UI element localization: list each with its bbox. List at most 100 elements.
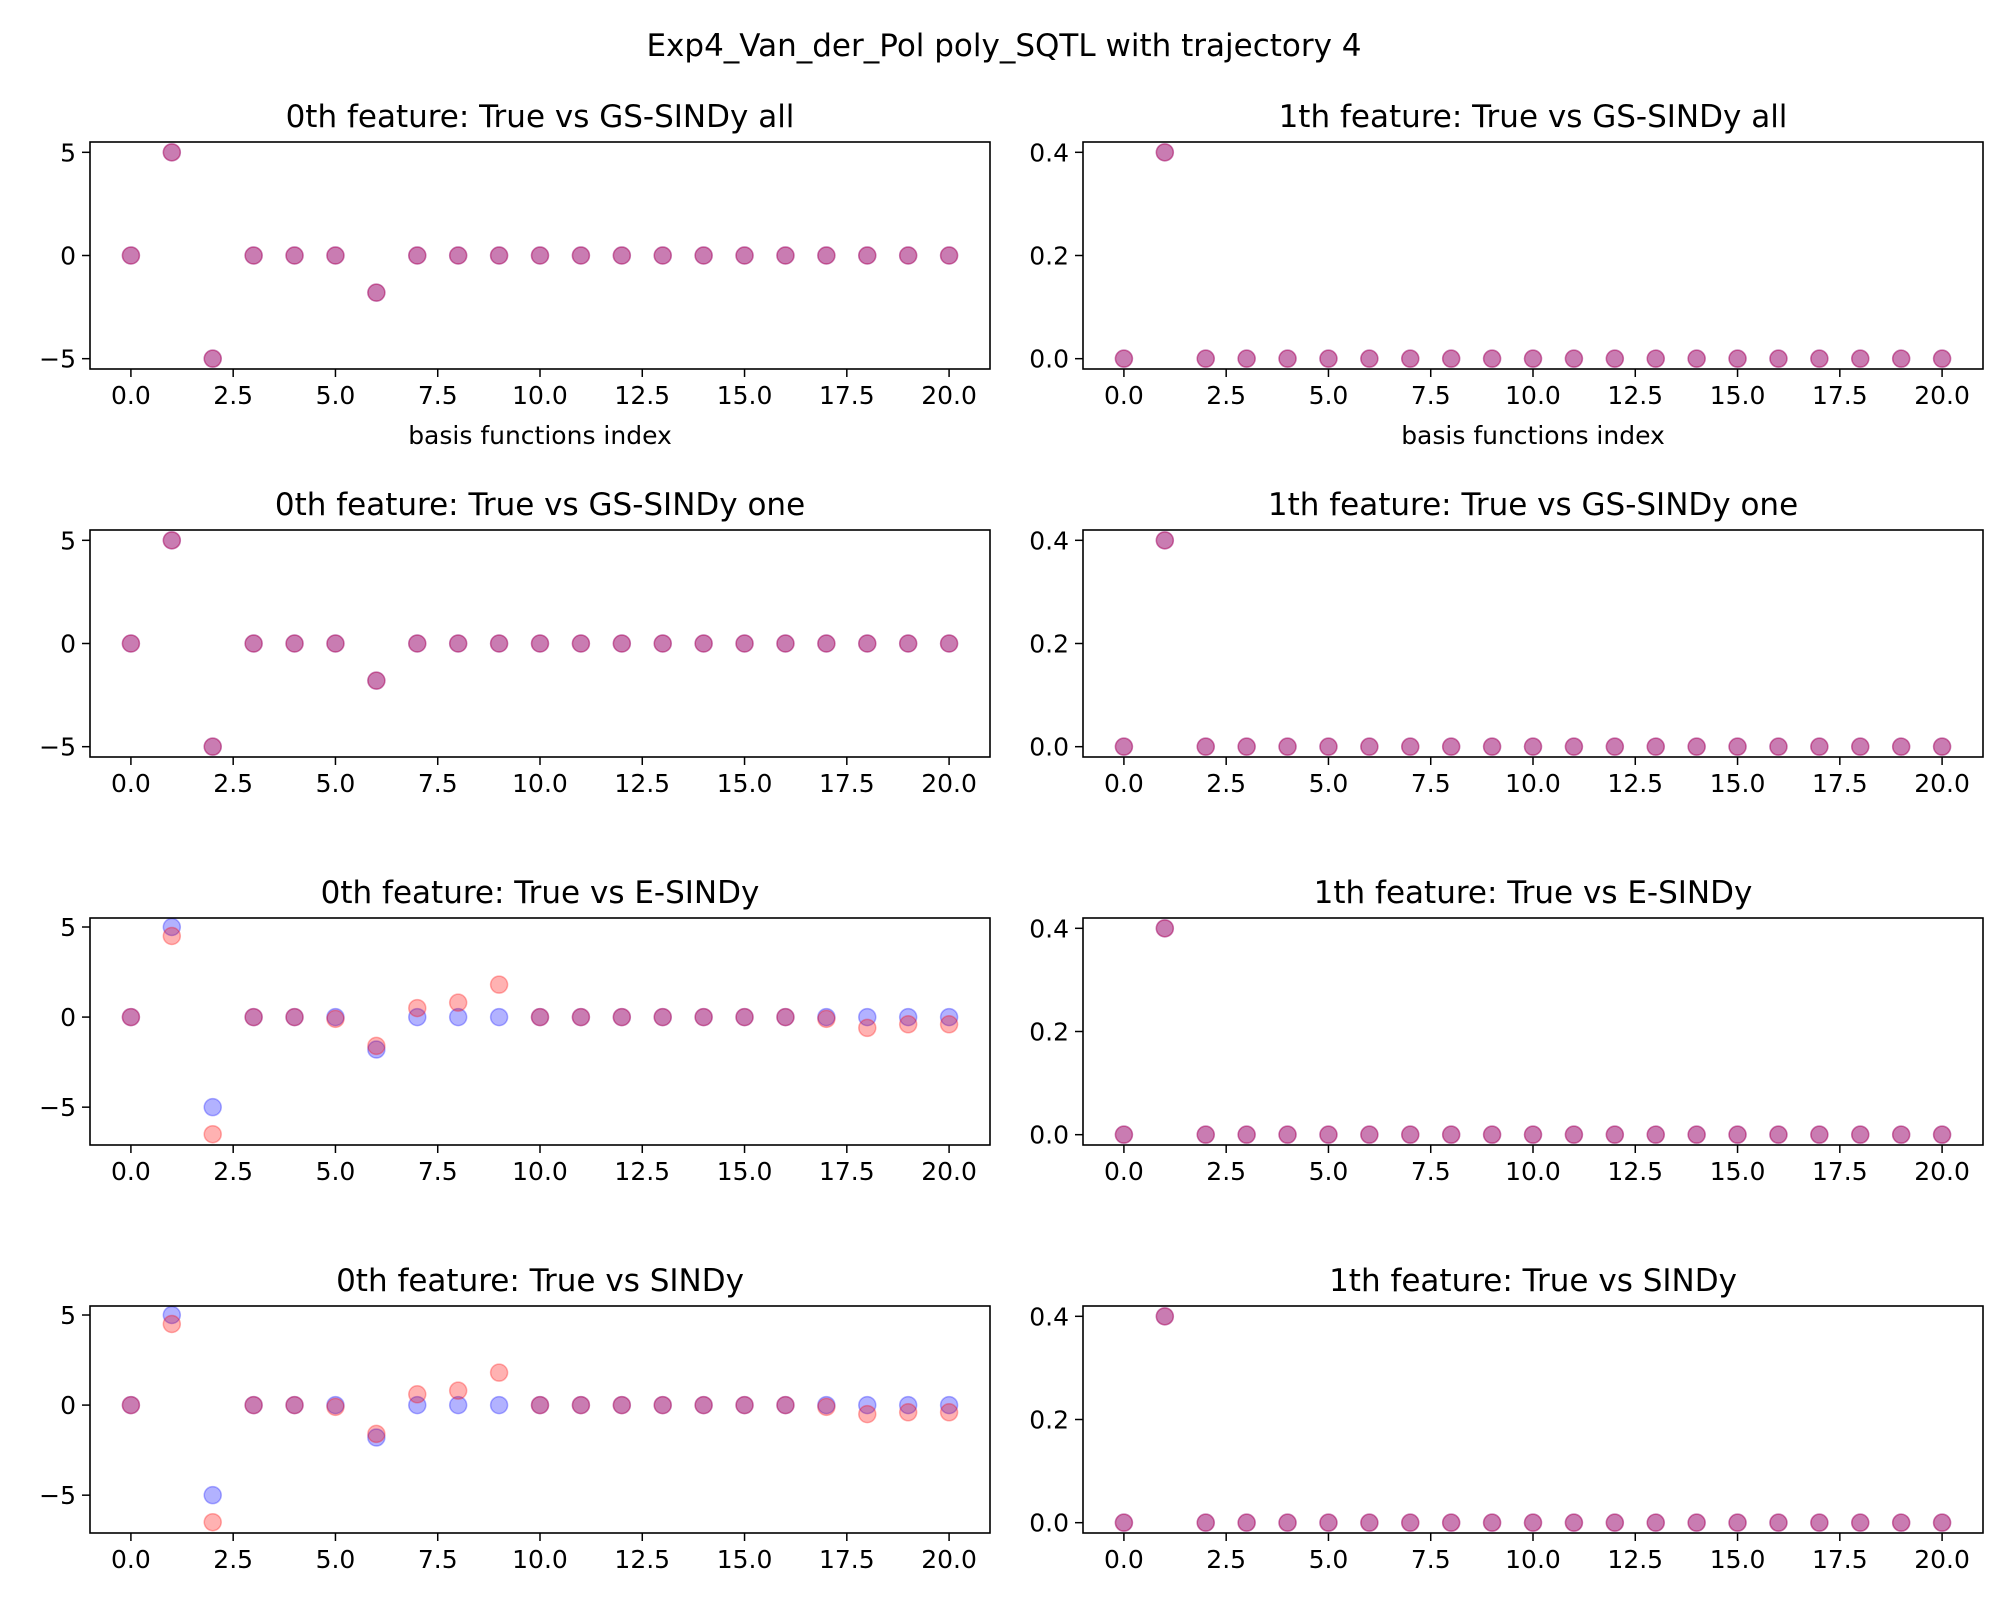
true-coef-point bbox=[1237, 349, 1256, 368]
true-coef-point bbox=[1482, 1513, 1502, 1532]
model-coef-point bbox=[1360, 349, 1379, 368]
model-coef-point bbox=[1319, 1125, 1338, 1144]
true-coef-point bbox=[1278, 737, 1297, 756]
true-coef-point bbox=[1728, 349, 1747, 368]
y-tick-label: 0 bbox=[60, 1391, 76, 1420]
model-coef-point bbox=[121, 634, 141, 653]
true-coef-point bbox=[694, 1007, 713, 1027]
x-tick-label: 20.0 bbox=[921, 1157, 977, 1186]
x-tick-label: 17.5 bbox=[1812, 381, 1868, 410]
true-coef-point bbox=[1237, 1125, 1256, 1144]
model-coef-point bbox=[121, 1395, 141, 1415]
true-coef-point bbox=[326, 1395, 345, 1415]
model-coef-point bbox=[1564, 1125, 1584, 1144]
model-coef-point bbox=[448, 993, 468, 1012]
true-coef-point bbox=[1401, 349, 1420, 368]
x-tick-label: 10.0 bbox=[1505, 1545, 1561, 1574]
model-coef-point bbox=[776, 1395, 795, 1415]
model-coef-point bbox=[1728, 737, 1747, 756]
x-tick-label: 0.0 bbox=[1104, 1545, 1144, 1574]
true-coef-point bbox=[1319, 1513, 1338, 1532]
model-coef-point bbox=[326, 1397, 345, 1417]
true-coef-point bbox=[121, 246, 141, 265]
model-coef-point bbox=[1810, 737, 1829, 756]
true-coef-point bbox=[1196, 349, 1215, 368]
true-coef-point bbox=[1155, 143, 1175, 162]
true-coef-point bbox=[776, 246, 795, 265]
model-coef-point bbox=[1646, 737, 1665, 756]
model-coef-point bbox=[285, 1395, 304, 1415]
subplot-1: 1th feature: True vs GS-SINDy all 0.0 2.5 5… bbox=[1029, 99, 1984, 450]
true-coef-point bbox=[939, 246, 959, 265]
x-tick-label: 7.5 bbox=[418, 381, 458, 410]
y-tick-label: 0.0 bbox=[1029, 1121, 1069, 1150]
model-coef-point bbox=[367, 1424, 386, 1444]
model-coef-point bbox=[1523, 349, 1543, 368]
true-coef-point bbox=[735, 1007, 754, 1027]
true-coef-point bbox=[1523, 737, 1543, 756]
subplot-title: 1th feature: True vs E-SINDy bbox=[1314, 875, 1753, 911]
subplot-title: 1th feature: True vs SINDy bbox=[1329, 1263, 1737, 1299]
x-tick-label: 10.0 bbox=[512, 1545, 568, 1574]
model-coef-point bbox=[858, 634, 877, 653]
true-coef-point bbox=[448, 246, 468, 265]
true-coef-point bbox=[1482, 1125, 1502, 1144]
model-coef-point bbox=[1441, 349, 1461, 368]
x-tick-label: 5.0 bbox=[1309, 1157, 1349, 1186]
y-tick-label: 0.2 bbox=[1029, 242, 1069, 271]
x-tick-label: 5.0 bbox=[1309, 1545, 1349, 1574]
model-coef-point bbox=[858, 1404, 877, 1424]
true-coef-point bbox=[367, 1428, 386, 1447]
axes-frame bbox=[89, 917, 991, 1146]
axes-frame bbox=[89, 529, 991, 758]
y-tick-label: 0 bbox=[60, 242, 76, 271]
model-coef-point bbox=[1237, 349, 1256, 368]
true-coef-point bbox=[1932, 1513, 1952, 1532]
true-coef-point bbox=[121, 1007, 141, 1027]
model-coef-point bbox=[1851, 1513, 1870, 1532]
true-coef-point bbox=[1769, 349, 1788, 368]
model-coef-point bbox=[1278, 349, 1297, 368]
model-coef-point bbox=[1523, 737, 1543, 756]
true-coef-point bbox=[162, 143, 182, 162]
model-coef-point bbox=[1646, 1125, 1665, 1144]
y-tick-label: −5 bbox=[39, 1093, 76, 1122]
model-coef-point bbox=[653, 1007, 672, 1027]
model-coef-point bbox=[1482, 737, 1502, 756]
true-coef-point bbox=[530, 634, 550, 653]
model-coef-point bbox=[1891, 349, 1911, 368]
subplot-title: 0th feature: True vs SINDy bbox=[336, 1263, 744, 1299]
subplot-title: 1th feature: True vs GS-SINDy all bbox=[1279, 99, 1788, 135]
x-tick-label: 17.5 bbox=[819, 381, 875, 410]
model-coef-point bbox=[735, 1007, 754, 1027]
model-coef-point bbox=[1564, 737, 1584, 756]
x-tick-label: 12.5 bbox=[1607, 1157, 1663, 1186]
true-coef-point bbox=[898, 1395, 918, 1415]
x-tick-label: 12.5 bbox=[1607, 1545, 1663, 1574]
model-coef-point bbox=[1278, 1125, 1297, 1144]
model-coef-point bbox=[898, 1403, 918, 1422]
true-coef-point bbox=[776, 1395, 795, 1415]
true-coef-point bbox=[1646, 349, 1665, 368]
true-coef-point bbox=[448, 1007, 468, 1027]
model-coef-point bbox=[817, 246, 836, 265]
true-coef-point bbox=[367, 283, 386, 302]
subplot-7: 1th feature: True vs SINDy 0.0 2.5 5.0 7.5 10… bbox=[1029, 1263, 1984, 1574]
true-coef-point bbox=[1810, 1125, 1829, 1144]
true-coef-point bbox=[1605, 737, 1625, 756]
model-coef-point bbox=[612, 1007, 632, 1027]
model-coef-point bbox=[326, 634, 345, 653]
true-coef-point bbox=[1441, 349, 1461, 368]
model-coef-point bbox=[1196, 737, 1215, 756]
true-coef-point bbox=[1523, 1125, 1543, 1144]
model-coef-point bbox=[571, 1007, 591, 1027]
model-coef-point bbox=[448, 634, 468, 653]
true-coef-point bbox=[1851, 1513, 1870, 1532]
true-coef-point bbox=[1728, 1513, 1747, 1532]
model-coef-point bbox=[367, 671, 386, 690]
true-coef-point bbox=[1155, 919, 1175, 938]
model-coef-point bbox=[1319, 1513, 1338, 1532]
x-tick-label: 20.0 bbox=[921, 769, 977, 798]
true-coef-point bbox=[1441, 1125, 1461, 1144]
true-coef-point bbox=[735, 246, 754, 265]
